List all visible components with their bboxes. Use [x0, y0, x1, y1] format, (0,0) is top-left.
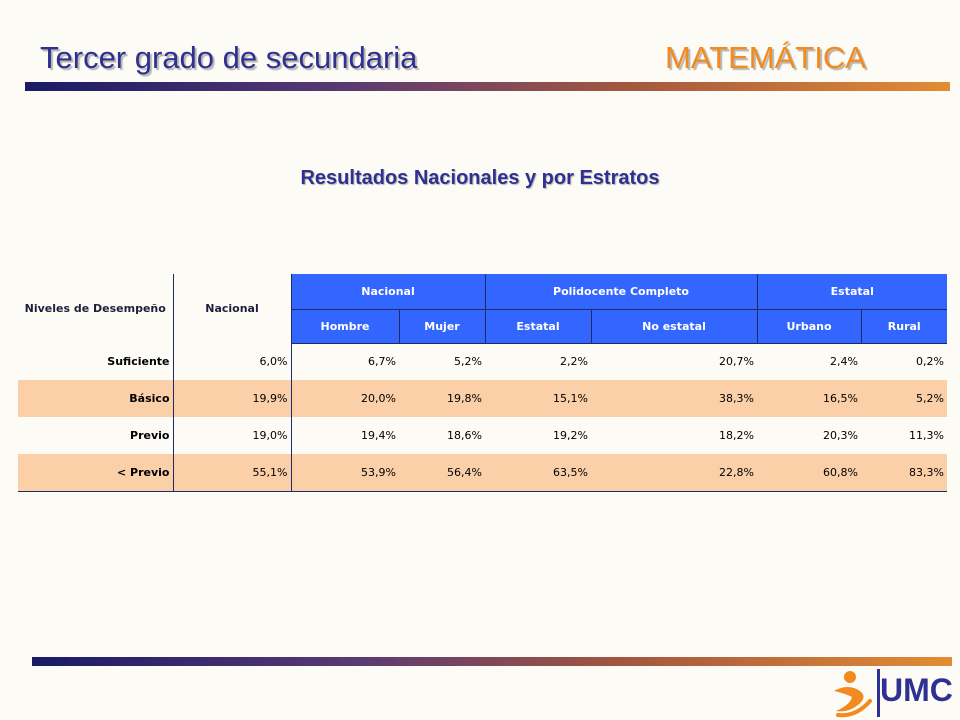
- table-cell: 2,4%: [757, 343, 861, 380]
- table-header-row: Niveles de Desempeño Nacional Nacional P…: [18, 274, 947, 343]
- table-cell: 6,7%: [291, 343, 399, 380]
- table-cell: 18,2%: [591, 417, 757, 454]
- table-cell: 16,5%: [757, 380, 861, 417]
- top-gradient-bar: [25, 82, 950, 91]
- table-cell: 19,4%: [291, 417, 399, 454]
- table-cell: 83,3%: [861, 454, 947, 492]
- table-cell: 19,8%: [399, 380, 485, 417]
- header-nacional: Nacional: [173, 274, 292, 343]
- table-cell: 19,2%: [485, 417, 591, 454]
- logo-text: UMC: [880, 672, 953, 708]
- table-cell: 22,8%: [591, 454, 757, 492]
- table-row: Básico 19,9% 20,0% 19,8% 15,1% 38,3% 16,…: [18, 380, 947, 417]
- subheader-hombre: Hombre: [291, 309, 400, 344]
- table-cell: 20,0%: [291, 380, 399, 417]
- table-cell: 19,0%: [173, 417, 292, 454]
- row-label: Básico: [18, 380, 174, 417]
- table-cell: 63,5%: [485, 454, 591, 492]
- table-cell: 6,0%: [173, 343, 292, 380]
- subheader-estatal: Estatal: [485, 309, 592, 344]
- table-cell: 0,2%: [861, 343, 947, 380]
- group-header-polidocente: Polidocente Completo: [485, 274, 758, 310]
- table-cell: 38,3%: [591, 380, 757, 417]
- bottom-gradient-bar: [32, 657, 952, 666]
- table-cell: 18,6%: [399, 417, 485, 454]
- table-cell: 60,8%: [757, 454, 861, 492]
- subheader-no-estatal: No estatal: [591, 309, 758, 344]
- table-cell: 56,4%: [399, 454, 485, 492]
- table-cell: 15,1%: [485, 380, 591, 417]
- table-cell: 11,3%: [861, 417, 947, 454]
- row-label: < Previo: [18, 454, 174, 492]
- table-cell: 19,9%: [173, 380, 292, 417]
- row-label: Suficiente: [18, 343, 174, 380]
- table-cell: 55,1%: [173, 454, 292, 492]
- table-cell: 5,2%: [399, 343, 485, 380]
- table-row: Previo 19,0% 19,4% 18,6% 19,2% 18,2% 20,…: [18, 417, 947, 454]
- group-header-nacional: Nacional: [291, 274, 486, 310]
- table-cell: 2,2%: [485, 343, 591, 380]
- table-row: < Previo 55,1% 53,9% 56,4% 63,5% 22,8% 6…: [18, 454, 947, 492]
- subheader-mujer: Mujer: [399, 309, 486, 344]
- results-table: Niveles de Desempeño Nacional Nacional P…: [18, 274, 947, 492]
- umc-logo: [834, 669, 880, 718]
- header-niveles: Niveles de Desempeño: [18, 274, 174, 343]
- slide-title: Tercer grado de secundaria: [40, 40, 418, 75]
- row-label: Previo: [18, 417, 174, 454]
- group-header-estatal: Estatal: [757, 274, 947, 310]
- table-cell: 20,7%: [591, 343, 757, 380]
- subject-title: MATEMÁTICA: [665, 40, 866, 75]
- table-subheader-row: Hombre Mujer Estatal No estatal Urbano R…: [18, 309, 947, 344]
- table-cell: 5,2%: [861, 380, 947, 417]
- table-row: Suficiente 6,0% 6,7% 5,2% 2,2% 20,7% 2,4…: [18, 343, 947, 380]
- table-cell: 53,9%: [291, 454, 399, 492]
- subheader-rural: Rural: [861, 309, 947, 344]
- table-cell: 20,3%: [757, 417, 861, 454]
- person-swoosh-icon: [834, 671, 872, 718]
- subheader-urbano: Urbano: [757, 309, 862, 344]
- table-heading: Resultados Nacionales y por Estratos: [300, 167, 660, 189]
